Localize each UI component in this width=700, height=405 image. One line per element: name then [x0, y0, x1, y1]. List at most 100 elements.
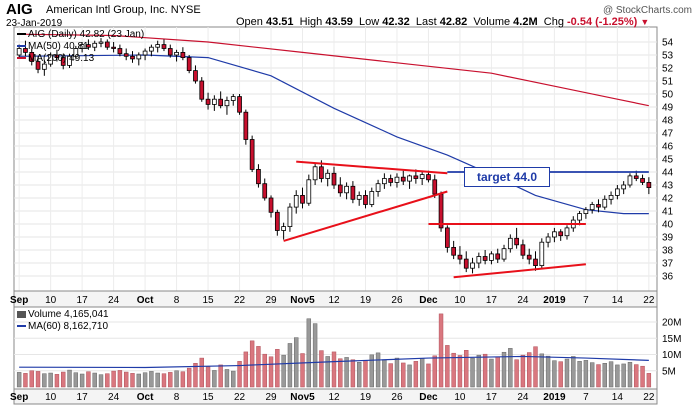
ma50-swatch-icon — [17, 45, 26, 48]
candle-body — [243, 111, 249, 140]
volume-bar — [92, 372, 97, 388]
candle-body — [382, 178, 387, 185]
volume-bar — [29, 370, 34, 388]
volume-bar — [300, 353, 305, 388]
candle-body — [249, 139, 255, 170]
price-tick-label: 39 — [662, 233, 674, 244]
price-tick-label: 43 — [662, 181, 674, 192]
price-tick-label: 47 — [662, 129, 674, 140]
candle-body — [306, 179, 312, 204]
legend-ma200-label: MA(200) 49.13 — [28, 53, 95, 64]
high-label: High — [299, 16, 323, 28]
volume-bar — [193, 363, 198, 388]
price-grid — [14, 27, 657, 291]
candle-body — [400, 176, 406, 182]
candle-body — [438, 193, 444, 229]
volume-bar — [54, 374, 60, 388]
candle-body — [287, 206, 293, 228]
candle-body — [520, 244, 526, 256]
x-axis-labels-bottom: Sep 10 17 24 Oct 8 15 22 29 Nov5 12 19 26 Dec 10 17 24 20… — [10, 392, 655, 403]
price-tick-label: 42 — [662, 194, 674, 205]
ma200-swatch-icon — [17, 57, 26, 60]
volume-bar — [451, 352, 456, 388]
volume-bar — [564, 358, 570, 388]
copyright-link[interactable]: @ StockCharts.com — [602, 5, 692, 16]
volume-bar — [262, 353, 267, 388]
x-tick-label: Oct — [137, 392, 154, 403]
candle-body — [489, 253, 494, 261]
low-label: Low — [358, 16, 380, 28]
volume-bar — [470, 357, 475, 388]
x-tick-label: 10 — [454, 392, 466, 403]
volume-tick-label: 15M — [662, 334, 681, 345]
candle-body — [627, 175, 633, 186]
volume-bar — [224, 369, 230, 388]
volume-bar — [514, 359, 519, 388]
x-tick-label: 17 — [77, 295, 89, 306]
candle-body — [237, 96, 242, 113]
candle-body — [224, 100, 230, 107]
candle-body — [60, 57, 66, 66]
volume-bar — [331, 351, 337, 388]
volume-bar — [382, 359, 387, 388]
x-tick-label: 2019 — [543, 295, 566, 306]
candle-body — [356, 194, 362, 200]
volume-bar — [533, 346, 538, 388]
volume-bar — [155, 372, 160, 388]
candle-body — [608, 194, 614, 200]
volume-bar — [407, 364, 412, 388]
ma60-path — [19, 355, 649, 369]
ma60-swatch-icon — [17, 325, 26, 328]
x-tick-label: 7 — [583, 392, 589, 403]
candle-body — [86, 44, 91, 48]
volume-bar — [596, 364, 601, 388]
volume-tick-label: 10M — [662, 350, 681, 361]
x-tick-label: Nov5 — [290, 295, 315, 306]
candle-body — [142, 50, 148, 56]
trendline — [283, 190, 448, 242]
last-value: 42.82 — [439, 16, 468, 28]
price-tick-label: 50 — [662, 90, 674, 101]
trendlines — [283, 160, 586, 279]
candle-body — [615, 188, 620, 196]
x-tick-label: 29 — [265, 295, 277, 306]
candle-body — [552, 231, 557, 238]
candle-body — [205, 98, 211, 105]
ohlc-summary: Open 43.51 High 43.59 Low 42.32 Last 42.… — [236, 16, 649, 28]
volume-tick-label: 5M — [662, 366, 676, 377]
price-tick-label: 52 — [662, 64, 674, 75]
candle-body — [476, 256, 482, 264]
x-tick-label: 8 — [174, 392, 180, 403]
candle-body — [577, 213, 582, 221]
candle-body — [596, 204, 601, 208]
price-tick-label: 45 — [662, 155, 674, 166]
volume-bar — [634, 364, 639, 388]
chg-label: Chg — [543, 16, 564, 28]
candle-body — [533, 258, 538, 267]
candle-body — [337, 184, 343, 194]
x-tick-label: 10 — [454, 295, 466, 306]
price-axis-ticks: 36 37 38 39 40 41 42 43 44 45 46 47 48 49 50 51 52 53 54 — [662, 38, 674, 283]
x-tick-label: 17 — [486, 392, 498, 403]
x-tick-label: 22 — [234, 392, 246, 403]
volume-bar — [48, 372, 53, 388]
price-swatch-icon — [17, 33, 26, 36]
volume-bar — [180, 371, 186, 388]
candle-body — [388, 178, 394, 183]
volume-bar — [640, 365, 645, 388]
candle-body — [350, 185, 356, 200]
x-tick-label: Dec — [419, 392, 438, 403]
x-axis-labels-top: Sep 10 17 24 Oct 8 15 22 29 Nov5 12 19 26 Dec 10 17 24 20… — [10, 295, 655, 306]
volume-label: Volume — [473, 16, 511, 28]
candle-body — [646, 181, 652, 188]
x-tick-label: 10 — [45, 392, 57, 403]
volume-bar — [545, 355, 551, 388]
candle-body — [161, 44, 167, 49]
candle-body — [98, 41, 104, 44]
price-tick-label: 36 — [662, 272, 674, 283]
price-tick-label: 49 — [662, 103, 674, 114]
candle-body — [589, 204, 595, 211]
open-label: Open — [236, 16, 263, 28]
x-tick-label: 2019 — [543, 392, 566, 403]
